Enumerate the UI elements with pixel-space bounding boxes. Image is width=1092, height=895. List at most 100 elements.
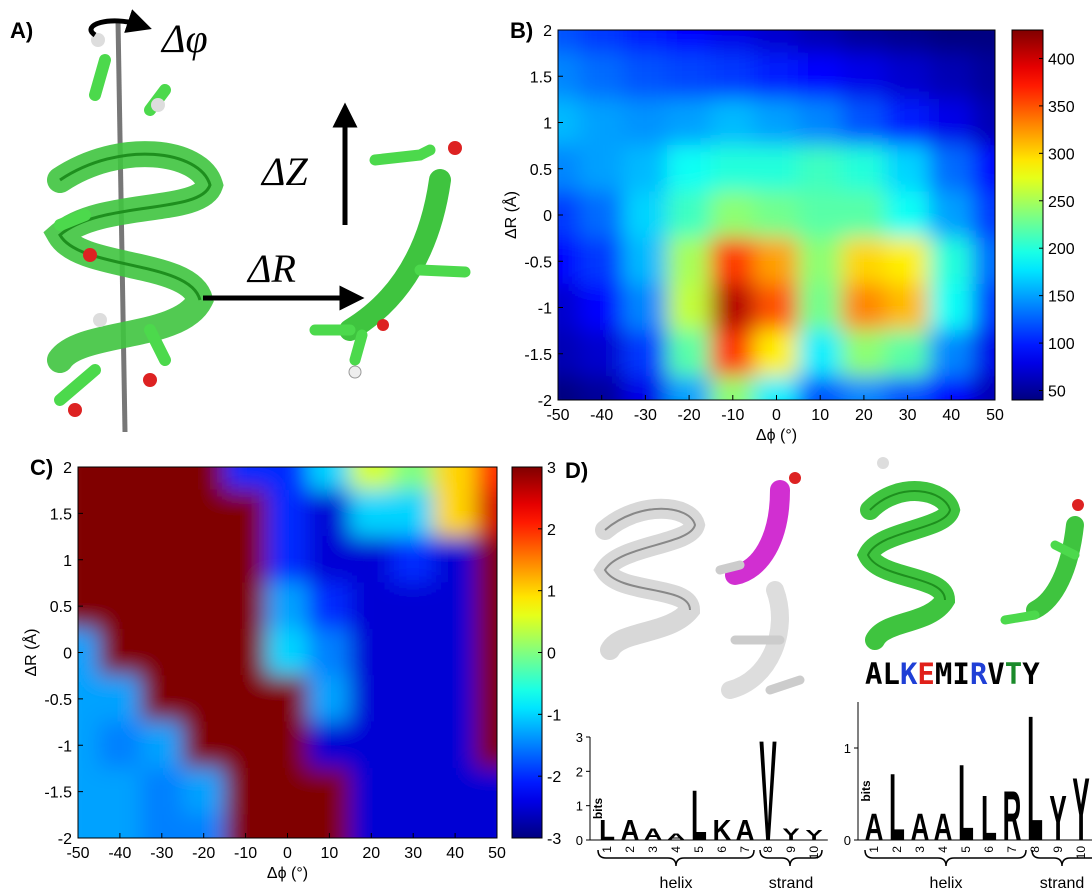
heatmap-cell <box>623 330 668 377</box>
heatmap-cell <box>182 675 225 722</box>
heatmap-cell <box>392 768 435 815</box>
heatmap-cell <box>798 330 843 377</box>
y-tick-label: -1.5 <box>524 347 552 364</box>
heatmap-cell <box>392 582 435 629</box>
heatmap-cell <box>98 536 141 583</box>
x-tick-label: 6 <box>715 846 729 853</box>
panel-label: D) <box>565 458 588 483</box>
logo-letter: Y <box>805 828 822 844</box>
heatmap-cell <box>667 191 712 238</box>
sequence-letter: L <box>882 657 899 691</box>
heatmap-cell <box>392 490 435 537</box>
heatmap-cell <box>710 99 755 146</box>
heatmap-cell <box>140 582 183 629</box>
heatmap-cell <box>842 145 887 192</box>
heatmap-cell <box>434 768 477 815</box>
heatmap-cell <box>710 145 755 192</box>
heatmap-cell <box>579 284 624 331</box>
logo-letter: K <box>713 814 732 846</box>
heatmap-cell <box>667 53 712 100</box>
heatmap-cell <box>308 675 351 722</box>
x-tick-label: 1 <box>600 846 614 853</box>
heatmap-cell <box>885 99 930 146</box>
heatmap-cell <box>434 582 477 629</box>
sequence-letter: V <box>987 657 1004 691</box>
sequence-letter: I <box>952 657 969 691</box>
y-tick-label: 0 <box>844 833 851 848</box>
heatmap-cell <box>350 490 393 537</box>
heatmap-cell <box>182 490 225 537</box>
molecule-models <box>605 457 1084 690</box>
heatmap-cell <box>885 145 930 192</box>
heatmap-cell <box>929 238 974 285</box>
figure: A) Δφ ΔZ ΔR D) ALKEMIRVTY heli <box>0 0 1092 895</box>
heatmap-cell <box>754 238 799 285</box>
heatmap-cell <box>350 629 393 676</box>
logo-letter: A <box>644 825 663 844</box>
heatmap-cell <box>224 490 267 537</box>
x-axis-label: Δϕ (°) <box>756 427 797 444</box>
colorbar-tick-label: -1 <box>547 707 561 724</box>
heatmap-cell <box>308 722 351 769</box>
sequence-letter: K <box>900 657 918 691</box>
y-tick-label: 2 <box>543 23 552 40</box>
sequence-letter: E <box>917 657 934 691</box>
x-tick-label: 40 <box>446 845 464 862</box>
colorbar-tick-label: 50 <box>1048 384 1066 401</box>
heatmap-cell <box>266 490 309 537</box>
colorbar <box>1012 30 1043 400</box>
heatmap-cell <box>224 629 267 676</box>
heatmap-cell <box>392 629 435 676</box>
logo-letter: L <box>981 784 997 855</box>
heatmap-cell <box>182 582 225 629</box>
heatmap-cell <box>579 238 624 285</box>
y-tick-label: 0.5 <box>530 162 552 179</box>
x-tick-label: 2 <box>890 846 904 853</box>
heatmap-cell <box>885 238 930 285</box>
y-tick-label: 1 <box>844 741 851 756</box>
x-tick-label: 7 <box>738 846 752 853</box>
heatmap-cell <box>266 768 309 815</box>
heatmap-cell <box>667 284 712 331</box>
logo-letter: L <box>958 742 974 863</box>
heatmap-cell <box>350 675 393 722</box>
heatmap-cell <box>710 330 755 377</box>
heatmap-cell <box>308 536 351 583</box>
heatmap-cell <box>434 490 477 537</box>
y-tick-label: 1 <box>543 116 552 133</box>
heatmap-cell <box>798 191 843 238</box>
logo-letter: A <box>736 814 755 846</box>
heatmap-cells <box>536 6 1018 423</box>
heatmap-cell <box>182 629 225 676</box>
heatmap-cell <box>140 629 183 676</box>
logo-letter: A <box>934 805 953 848</box>
heatmap-cell <box>579 99 624 146</box>
y-axis-label: ΔR (Å) <box>501 191 520 239</box>
logo-letter: Y <box>782 825 800 844</box>
heatmap-cell <box>182 536 225 583</box>
y-axis-label: bits <box>859 780 873 802</box>
heatmap-cell <box>929 99 974 146</box>
heatmap-cell <box>667 330 712 377</box>
x-tick-label: 4 <box>669 846 683 853</box>
x-tick-label: 20 <box>362 845 380 862</box>
x-tick-label: 30 <box>404 845 422 862</box>
heatmap-cell <box>754 330 799 377</box>
logo-letter: L <box>889 753 905 861</box>
group-label: helix <box>660 875 693 892</box>
colorbar-tick-label: -3 <box>547 831 561 848</box>
group-label: helix <box>930 875 963 892</box>
x-tick-label: 4 <box>936 846 950 853</box>
y-tick-label: 0 <box>576 833 583 848</box>
logo-letter: Y <box>1072 759 1089 859</box>
logo-letter: L <box>599 814 615 846</box>
x-tick-label: 10 <box>1074 846 1088 860</box>
heatmap-cell <box>224 536 267 583</box>
heatmap-cell <box>842 99 887 146</box>
heatmap-cell <box>842 330 887 377</box>
heatmap-cell <box>798 284 843 331</box>
heatmap-cell <box>98 768 141 815</box>
heatmap-cell <box>308 629 351 676</box>
logo-letter: Y <box>1049 784 1066 855</box>
heatmap-cell <box>98 675 141 722</box>
